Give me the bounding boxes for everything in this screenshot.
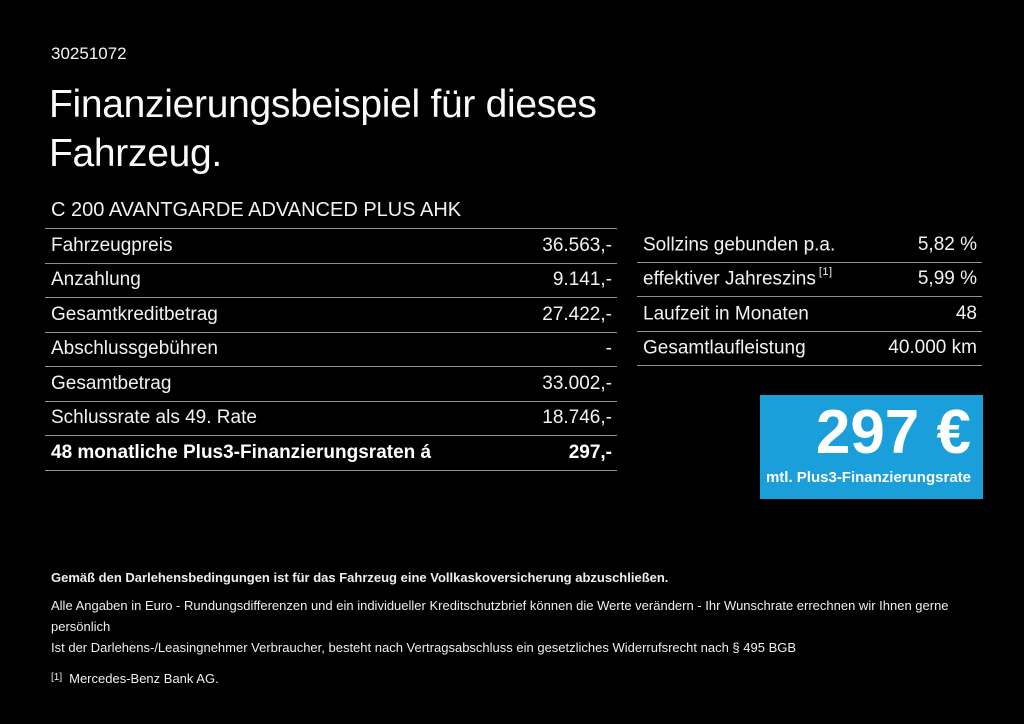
row-label: Gesamtbetrag [51,372,172,394]
row-value: 33.002,- [542,372,612,394]
footnote-marker: [1] [51,672,63,683]
table-row-anzahlung: Anzahlung 9.141,- [45,264,617,298]
row-label: Abschlussgebühren [51,338,218,360]
row-value: 5,99 % [917,268,977,290]
row-label: Gesamtlaufleistung [643,337,806,359]
footnote-text: Mercedes-Benz Bank AG. [69,671,219,686]
row-value: 27.422,- [542,303,612,325]
row-label: Fahrzeugpreis [51,234,173,256]
conditions-table: Sollzins gebunden p.a. 5,82 % effektiver… [637,228,982,366]
table-row-sollzins: Sollzins gebunden p.a. 5,82 % [637,228,982,263]
table-row-gesamtbetrag: Gesamtbetrag 33.002,- [45,367,617,402]
table-row-laufzeit: Laufzeit in Monaten 48 [637,297,982,332]
table-row-schlussrate: Schlussrate als 49. Rate 18.746,- [45,402,617,436]
disclaimer-widerrufsrecht: Ist der Darlehens-/Leasingnehmer Verbrau… [51,640,797,655]
table-row-gesamtkreditbetrag: Gesamtkreditbetrag 27.422,- [45,298,617,333]
table-row-gesamtlaufleistung: Gesamtlaufleistung 40.000 km [637,332,982,366]
disclaimer-euro-note: Alle Angaben in Euro - Rundungsdifferenz… [51,598,949,634]
row-value: 297,- [568,441,612,463]
row-value: 9.141,- [552,269,612,291]
row-label: effektiver Jahreszins [1] [643,266,833,290]
rate-amount: 297 € [815,398,971,467]
row-label: Anzahlung [51,269,141,291]
table-row-abschlussgebuehren: Abschlussgebühren - [45,333,617,367]
table-row-monatsraten: 48 monatliche Plus3-Finanzierungsraten á… [45,436,617,471]
row-value: 5,82 % [917,233,977,255]
row-label: Laufzeit in Monaten [643,302,809,324]
row-value: 48 [955,302,977,324]
row-value: 40.000 km [888,337,977,359]
row-value: - [605,338,612,360]
footnote-bank: [1] Mercedes-Benz Bank AG. [51,671,981,686]
footer-disclaimer: Gemäß den Darlehensbedingungen ist für d… [51,570,981,686]
vehicle-model-subtitle: C 200 AVANTGARDE ADVANCED PLUS AHK [51,199,462,221]
row-value: 18.746,- [542,407,612,429]
document-id: 30251072 [51,44,127,63]
monthly-rate-box: 297 € mtl. Plus3-Finanzierungsrate [760,395,983,499]
row-value: 36.563,- [542,234,612,256]
row-label: Sollzins gebunden p.a. [643,233,836,255]
disclaimer-insurance: Gemäß den Darlehensbedingungen ist für d… [51,570,669,585]
rate-label: mtl. Plus3-Finanzierungsrate [765,469,971,486]
table-row-effektiver-jahreszins: effektiver Jahreszins [1] 5,99 % [637,263,982,297]
row-label: Schlussrate als 49. Rate [51,407,257,429]
row-label: 48 monatliche Plus3-Finanzierungsraten á [51,441,432,463]
page-title: Finanzierungsbeispiel für dieses Fahrzeu… [49,83,597,175]
table-row-fahrzeugpreis: Fahrzeugpreis 36.563,- [45,229,617,264]
footnote-ref: [1] [818,266,833,279]
finance-table: Fahrzeugpreis 36.563,- Anzahlung 9.141,-… [45,228,617,471]
row-label: Gesamtkreditbetrag [51,303,218,325]
